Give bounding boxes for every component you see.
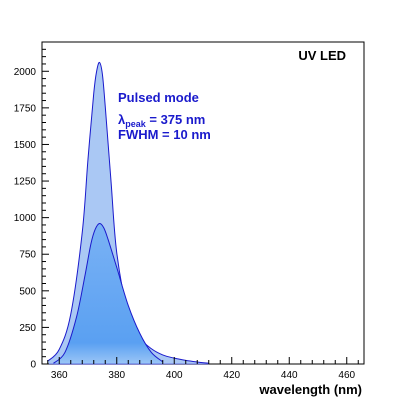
lambda-subscript: peak (125, 119, 147, 129)
y-tick-label: 250 (19, 323, 36, 334)
series-1-line (47, 61, 209, 364)
series-2-line (53, 222, 164, 364)
y-tick-label: 2000 (14, 67, 37, 78)
annotation-lambda: λpeak = 375 nm (118, 112, 205, 129)
chart-title: UV LED (298, 48, 346, 63)
y-tick-label: 0 (30, 360, 36, 371)
y-tick-label: 1750 (14, 103, 37, 114)
x-tick-label: 440 (281, 370, 298, 381)
annotation-mode: Pulsed mode (118, 90, 199, 105)
y-tick-label: 750 (19, 250, 36, 261)
lambda-symbol: λ (118, 112, 126, 127)
series-layer (47, 61, 209, 365)
x-tick-label: 460 (338, 370, 355, 381)
y-tick-label: 1500 (14, 140, 37, 151)
y-tick-label: 1250 (14, 177, 37, 188)
lambda-value: = 375 nm (146, 112, 206, 127)
x-tick-label: 380 (108, 370, 125, 381)
series-2-area (53, 223, 163, 364)
y-tick-label: 1000 (14, 213, 37, 224)
x-tick-label: 400 (166, 370, 183, 381)
x-axis-title: wavelength (nm) (258, 382, 362, 397)
tick-layer: 360 380 400 420 440 460 0 250 500 750 1000 1250 1500… (14, 41, 359, 381)
x-tick-label: 420 (223, 370, 240, 381)
annotation-fwhm: FWHM = 10 nm (118, 127, 211, 142)
x-tick-label: 360 (51, 370, 68, 381)
y-tick-label: 500 (19, 286, 36, 297)
